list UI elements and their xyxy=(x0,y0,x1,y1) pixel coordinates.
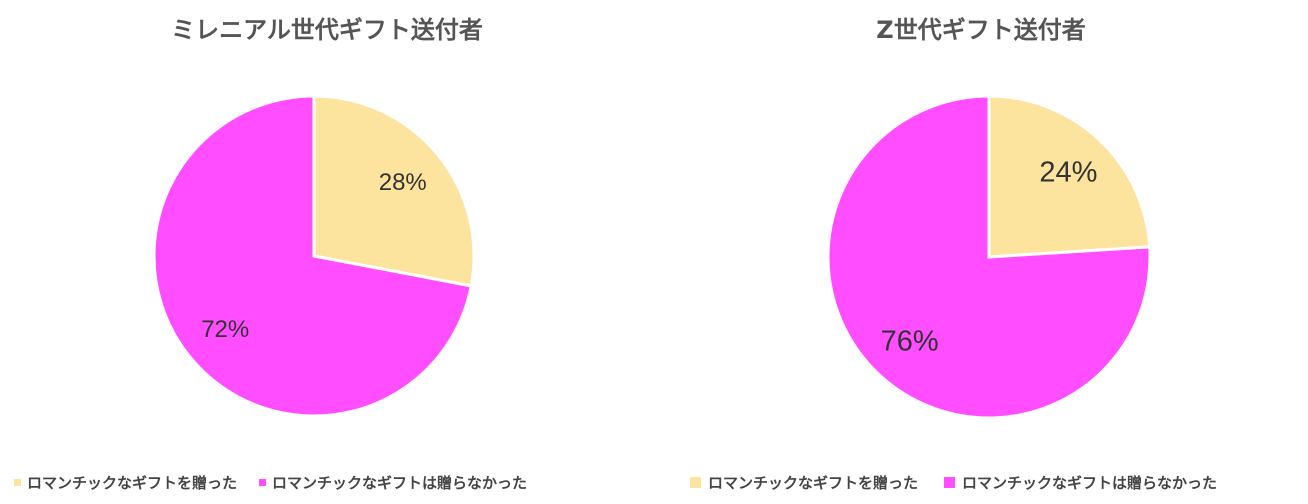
pie-plot: 28% 72% xyxy=(152,94,476,418)
legend-item-gave[interactable]: ロマンチックなギフトを贈った xyxy=(690,472,918,493)
legend: ロマンチックなギフトを贈った ロマンチックなギフトは贈らなかった xyxy=(14,472,654,493)
data-label-gave: 24% xyxy=(1039,156,1097,188)
legend-label-gave: ロマンチックなギフトを贈った xyxy=(27,474,238,492)
pie-chart-millennial: ミレニアル世代ギフト送付者 28% 72% ロマンチックなギフトを贈った ロマンチ… xyxy=(14,16,654,493)
legend-swatch-gave xyxy=(690,477,701,488)
legend-item-not-gave[interactable]: ロマンチックなギフトは贈らなかった xyxy=(259,472,527,493)
legend-label-not-gave: ロマンチックなギフトは贈らなかった xyxy=(962,474,1218,492)
pie-chart-gen-z: Z世代ギフト送付者 24% 76% ロマンチックなギフトを贈った ロマンチックなギ… xyxy=(654,0,1308,504)
data-label-not-gave: 76% xyxy=(881,326,939,358)
data-label-gave: 28% xyxy=(379,169,427,196)
legend: ロマンチックなギフトを贈った ロマンチックなギフトは贈らなかった xyxy=(690,472,1308,493)
legend-label-gave: ロマンチックなギフトを贈った xyxy=(708,474,919,492)
legend-swatch-not-gave xyxy=(944,477,956,488)
legend-swatch-gave xyxy=(14,479,21,486)
data-label-not-gave: 72% xyxy=(201,316,249,343)
legend-item-not-gave[interactable]: ロマンチックなギフトは贈らなかった xyxy=(944,472,1217,493)
slice-gave[interactable] xyxy=(987,94,1152,259)
slice-not-gave[interactable] xyxy=(152,94,473,418)
chart-title: ミレニアル世代ギフト送付者 xyxy=(171,16,483,44)
slice-gave[interactable] xyxy=(312,94,476,288)
slice-not-gave[interactable] xyxy=(826,94,1152,420)
legend-label-not-gave: ロマンチックなギフトは贈らなかった xyxy=(272,474,528,492)
legend-item-gave[interactable]: ロマンチックなギフトを贈った xyxy=(14,472,237,493)
chart-title: Z世代ギフト送付者 xyxy=(876,16,1086,44)
legend-swatch-not-gave xyxy=(259,479,267,486)
pie-plot: 24% 76% xyxy=(826,94,1152,420)
